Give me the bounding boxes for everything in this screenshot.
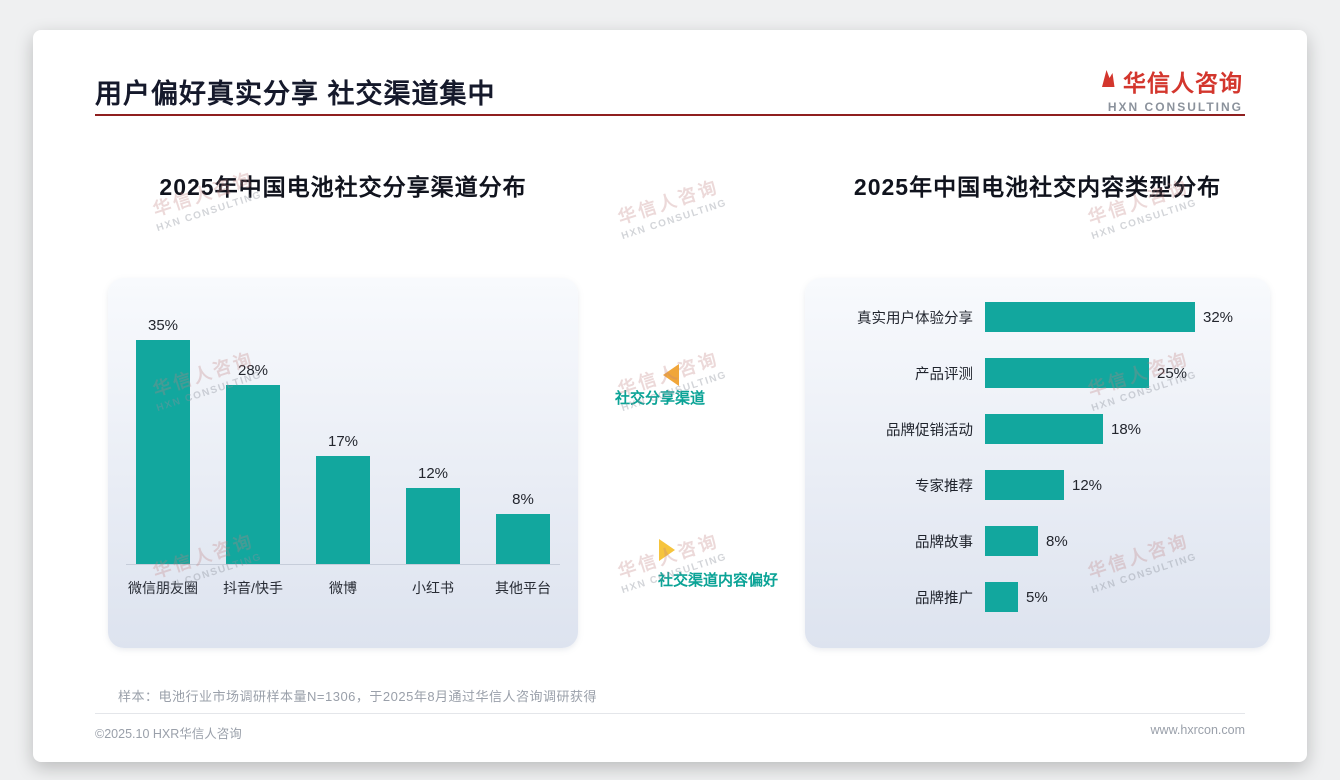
- bar-group: 28%: [226, 362, 280, 565]
- bar: [136, 340, 190, 565]
- logo-text-en: HXN CONSULTING: [1107, 100, 1243, 114]
- bar: [316, 456, 370, 565]
- bar-group: 17%: [316, 433, 370, 565]
- left-chart-title: 2025年中国电池社交分享渠道分布: [159, 174, 527, 200]
- bar-value-label: 28%: [237, 362, 269, 379]
- bar-row: 产品评测 25%: [805, 358, 1270, 388]
- bar-row: 专家推荐 12%: [805, 470, 1270, 500]
- bar-category-label: 品牌促销活动: [886, 422, 973, 439]
- logo-text-cn: 华信人咨询: [1123, 70, 1243, 96]
- bar-value-label: 25%: [1157, 364, 1188, 382]
- vertical-category-labels: 微信朋友圈 抖音/快手 微博 小红书 其他平台: [108, 578, 578, 598]
- content-chart-panel: 真实用户体验分享 32% 产品评测 25% 品牌促销活动 18% 专家推荐 12% 品牌故事 8%…: [805, 278, 1270, 648]
- bar-category-label: 品牌推广: [915, 590, 973, 607]
- footer-bar: ©2025.10 HXR华信人咨询 www.hxrcon.com: [95, 723, 1245, 742]
- sample-footnote: 样本：电池行业市场调研样本量N=1306，于2025年8月通过华信人咨询调研获得: [118, 689, 598, 704]
- bar-category-label: 微博: [329, 580, 357, 596]
- bar-value-label: 17%: [327, 433, 359, 450]
- bar-value-label: 12%: [1072, 476, 1103, 494]
- vertical-bar-area: 35% 28% 17% 12% 8%: [108, 278, 578, 565]
- bar: [985, 582, 1018, 612]
- bar-row: 真实用户体验分享 32%: [805, 302, 1270, 332]
- bar-group: 12%: [406, 465, 460, 565]
- bar-category-label: 产品评测: [915, 366, 973, 383]
- bar-category-label: 真实用户体验分享: [857, 310, 973, 327]
- bar-value-label: 5%: [1026, 588, 1048, 606]
- bar-value-label: 8%: [512, 491, 534, 508]
- footer-website: www.hxrcon.com: [1150, 723, 1245, 737]
- bar-value-label: 12%: [417, 465, 449, 482]
- bar-group: 8%: [496, 491, 550, 565]
- bar-category-label: 其他平台: [495, 580, 551, 596]
- right-chart-tag: 社交渠道内容偏好: [658, 572, 779, 589]
- bar-row: 品牌故事 8%: [805, 526, 1270, 556]
- page-title: 用户偏好真实分享 社交渠道集中: [95, 79, 496, 109]
- bar-category-label: 品牌故事: [915, 534, 973, 551]
- arrow-right-icon: [659, 539, 675, 561]
- bar-value-label: 18%: [1111, 420, 1142, 438]
- slide-card: 用户偏好真实分享 社交渠道集中 华信人咨询 HXN CONSULTING 202…: [33, 30, 1307, 762]
- company-logo: 华信人咨询 HXN CONSULTING: [1099, 64, 1243, 114]
- left-chart-tag: 社交分享渠道: [614, 390, 705, 407]
- horizontal-bar-area: 真实用户体验分享 32% 产品评测 25% 品牌促销活动 18% 专家推荐 12% 品牌故事 8%…: [805, 302, 1270, 612]
- footer-copyright: ©2025.10 HXR华信人咨询: [95, 727, 242, 741]
- bar: [226, 385, 280, 565]
- arrow-left-icon: [663, 364, 679, 386]
- bar-value-label: 8%: [1046, 532, 1068, 550]
- bar-category-label: 小红书: [412, 580, 454, 596]
- channel-chart-panel: 35% 28% 17% 12% 8% 微信朋友圈 抖音/快手 微博 小红书 其他平台: [108, 278, 578, 648]
- bar: [496, 514, 550, 565]
- bar-category-label: 专家推荐: [915, 478, 973, 495]
- bar: [985, 358, 1149, 388]
- right-chart-title: 2025年中国电池社交内容类型分布: [853, 174, 1222, 200]
- logo-flame-icon: [1099, 68, 1117, 95]
- bar-category-label: 抖音/快手: [223, 580, 283, 596]
- bar-value-label: 32%: [1203, 308, 1234, 326]
- bar: [985, 302, 1195, 332]
- bar: [985, 470, 1064, 500]
- bar-value-label: 35%: [147, 317, 179, 334]
- footer-divider: [95, 713, 1245, 714]
- bar: [985, 526, 1038, 556]
- title-divider: [95, 114, 1245, 116]
- bar-row: 品牌推广 5%: [805, 582, 1270, 612]
- bar: [406, 488, 460, 565]
- bar: [985, 414, 1103, 444]
- bar-category-label: 微信朋友圈: [128, 580, 198, 596]
- bar-row: 品牌促销活动 18%: [805, 414, 1270, 444]
- watermark: 华信人咨询 HXN CONSULTING: [615, 176, 729, 243]
- bar-group: 35%: [136, 317, 190, 565]
